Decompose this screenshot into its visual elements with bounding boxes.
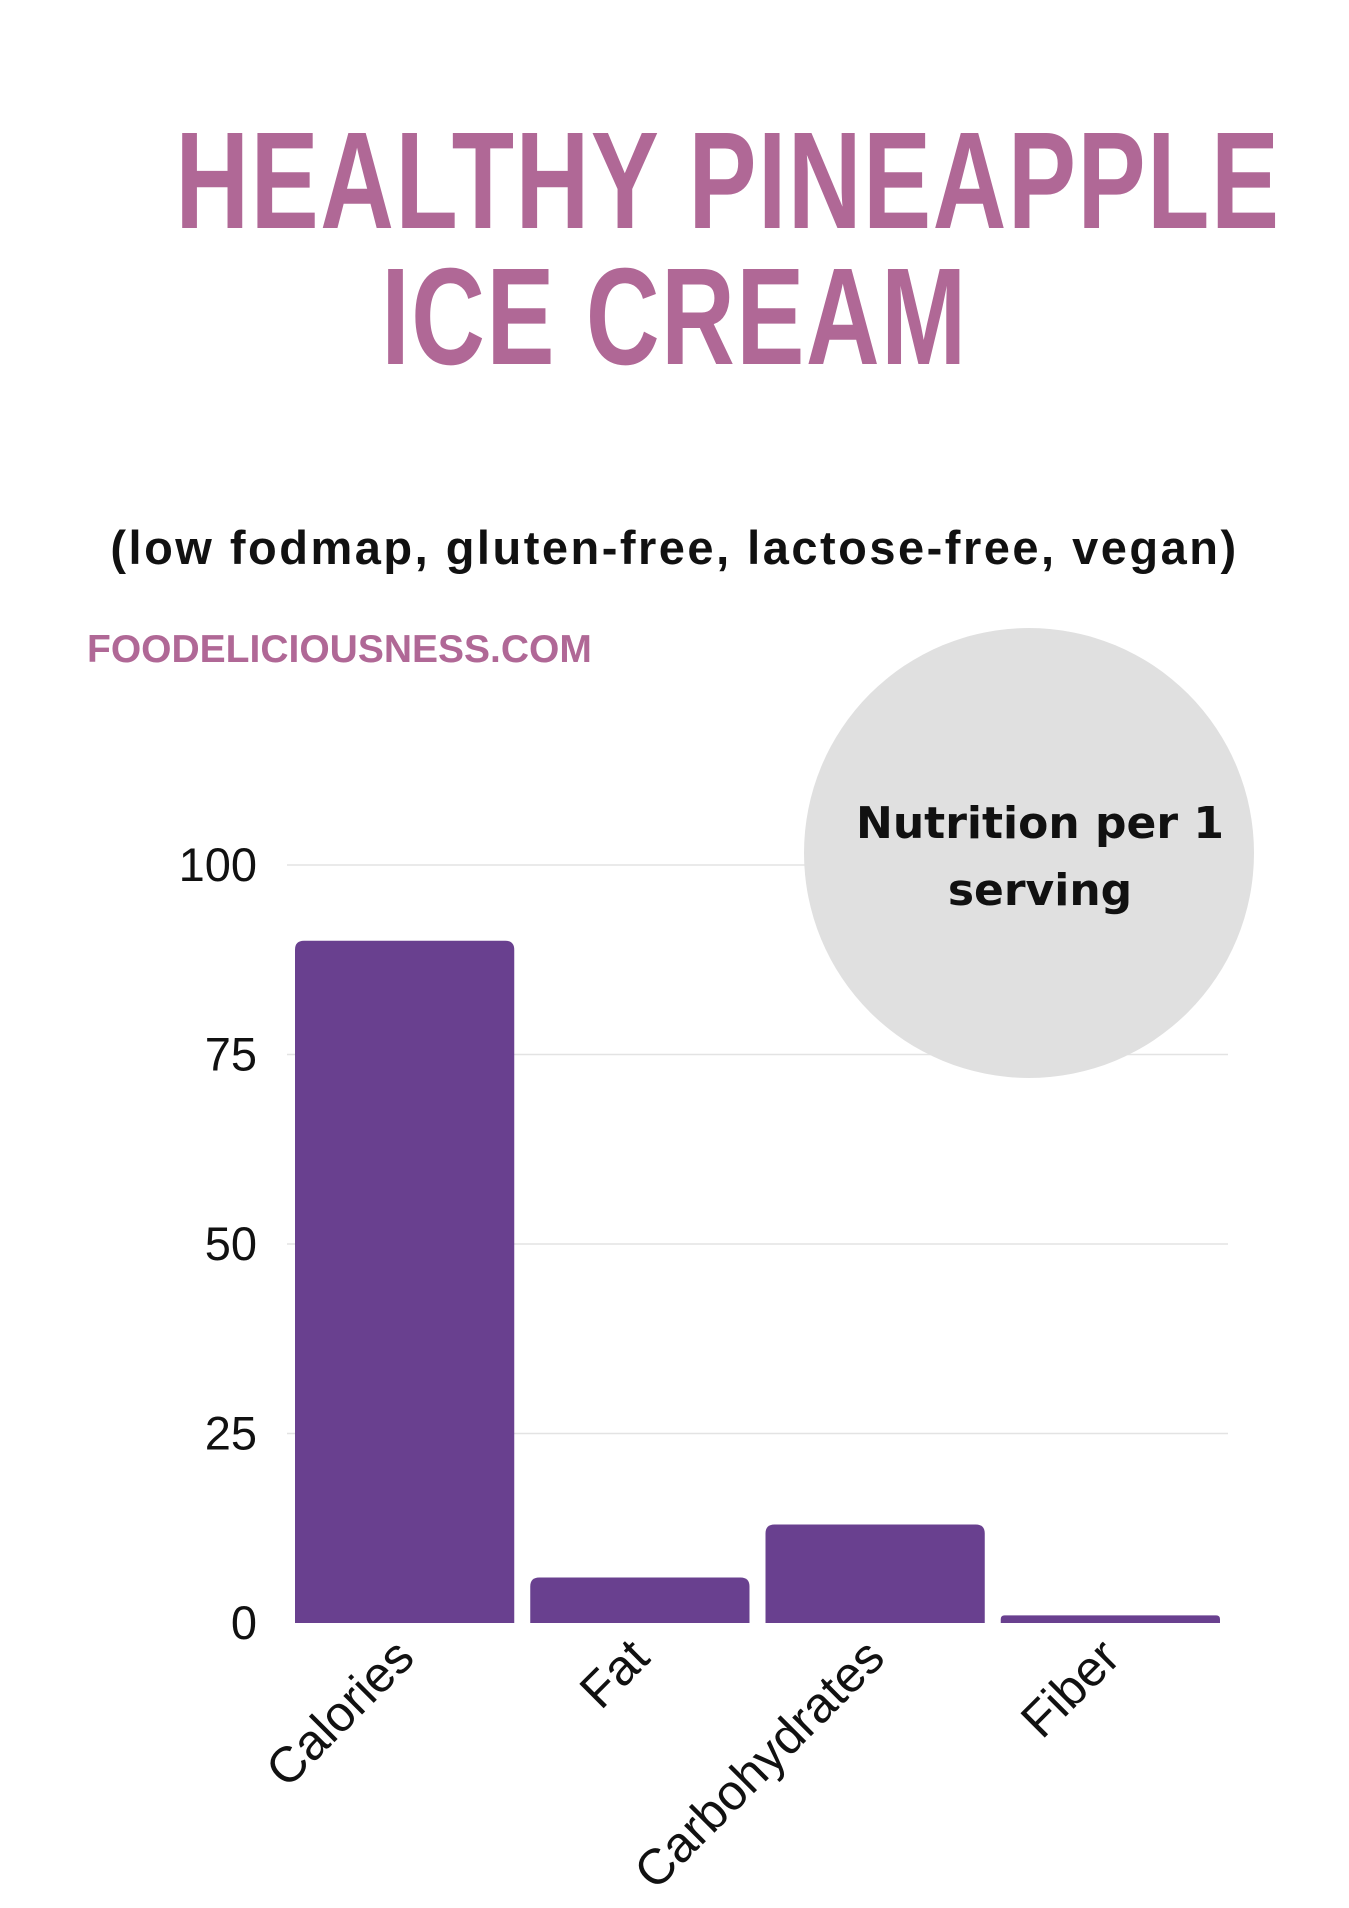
bar-fat xyxy=(530,1577,750,1623)
y-tick-label: 100 xyxy=(179,838,257,891)
x-category-label: Fiber xyxy=(1010,1628,1130,1748)
bar-fiber xyxy=(1000,1615,1220,1623)
page-title-line-1: HEALTHY PINEAPPLE xyxy=(175,104,1281,258)
x-category-label: Carbohydrates xyxy=(623,1628,895,1900)
bar-calories xyxy=(295,940,515,1623)
subtitle: (low fodmap, gluten-free, lactose-free, … xyxy=(110,521,1239,574)
y-tick-label: 75 xyxy=(205,1028,257,1081)
nutrition-badge-text: Nutrition per 1 serving xyxy=(856,798,1224,916)
x-category-label: Fat xyxy=(569,1628,660,1719)
y-tick-label: 50 xyxy=(205,1217,257,1270)
x-category-label: Calories xyxy=(255,1628,424,1797)
bar-carbohydrates xyxy=(765,1524,985,1623)
y-tick-label: 0 xyxy=(231,1596,257,1649)
y-tick-label: 25 xyxy=(205,1407,257,1460)
site-name: FOODELICIOUSNESS.COM xyxy=(87,628,592,671)
nutrition-badge xyxy=(804,628,1254,1078)
page-title-line-2: ICE CREAM xyxy=(381,240,968,394)
